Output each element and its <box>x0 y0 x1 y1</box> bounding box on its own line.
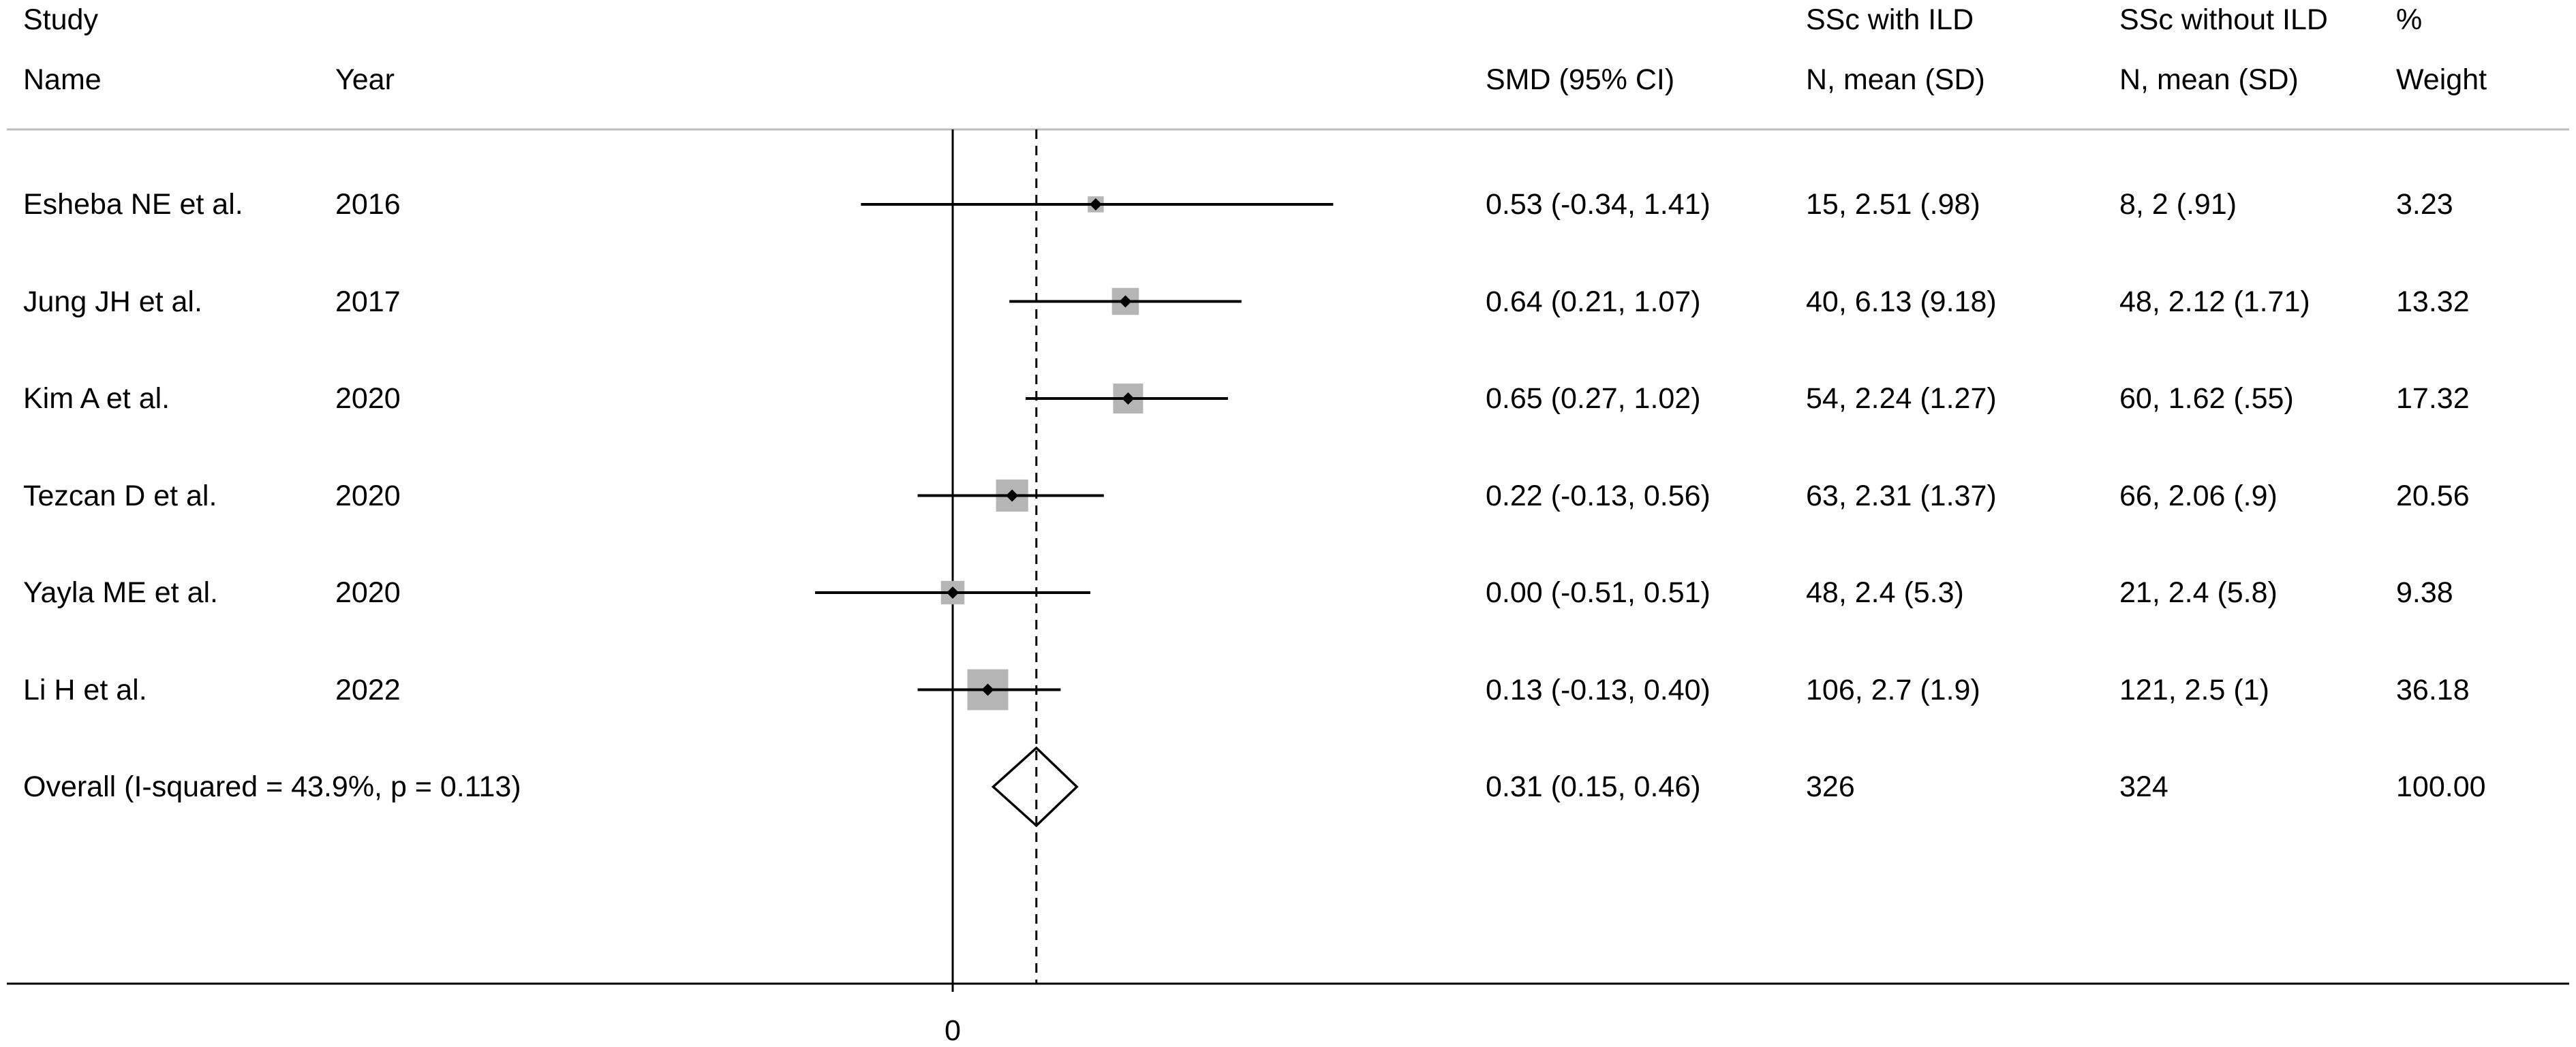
point-estimate <box>1089 198 1102 210</box>
overall-weight: 100.00 <box>2396 770 2486 803</box>
study-group1: 48, 2.4 (5.3) <box>1806 576 1964 609</box>
overall-diamond <box>991 746 1079 828</box>
study-ci: 0.64 (0.21, 1.07) <box>1486 285 1701 318</box>
study-weight: 20.56 <box>2396 479 2470 512</box>
study-ci: 0.13 (-0.13, 0.40) <box>1486 673 1711 706</box>
point-estimate <box>1122 392 1135 405</box>
study-year: 2020 <box>335 576 401 609</box>
point-estimate <box>981 683 994 696</box>
header-smd: SMD (95% CI) <box>1486 63 1675 96</box>
study-year: 2022 <box>335 673 401 706</box>
study-weight: 3.23 <box>2396 188 2453 221</box>
header-weight-percent: % <box>2396 3 2423 36</box>
study-group1: 40, 6.13 (9.18) <box>1806 285 1997 318</box>
header-study: Study <box>23 3 98 36</box>
study-group2: 21, 2.4 (5.8) <box>2119 576 2278 609</box>
header-group1: SSc with ILD <box>1806 3 1974 36</box>
header-year: Year <box>335 63 395 96</box>
study-ci: 0.22 (-0.13, 0.56) <box>1486 479 1711 512</box>
overall-group2: 324 <box>2119 770 2168 803</box>
study-group2: 66, 2.06 (.9) <box>2119 479 2278 512</box>
study-weight: 13.32 <box>2396 285 2470 318</box>
header-name: Name <box>23 63 102 96</box>
study-name: Esheba NE et al. <box>23 188 243 221</box>
point-estimate <box>1119 295 1132 308</box>
study-name: Li H et al. <box>23 673 147 706</box>
study-weight: 9.38 <box>2396 576 2453 609</box>
study-name: Kim A et al. <box>23 382 170 415</box>
study-year: 2020 <box>335 382 401 415</box>
point-estimate <box>947 587 959 599</box>
x-tick-label: 0 <box>945 1014 961 1047</box>
study-year: 2020 <box>335 479 401 512</box>
study-group1: 63, 2.31 (1.37) <box>1806 479 1997 512</box>
study-year: 2016 <box>335 188 401 221</box>
overall-group1: 326 <box>1806 770 1855 803</box>
study-weight: 36.18 <box>2396 673 2470 706</box>
overall-ci: 0.31 (0.15, 0.46) <box>1486 770 1701 803</box>
study-name: Yayla ME et al. <box>23 576 218 609</box>
study-group2: 48, 2.12 (1.71) <box>2119 285 2310 318</box>
study-group2: 60, 1.62 (.55) <box>2119 382 2294 415</box>
study-year: 2017 <box>335 285 401 318</box>
point-estimate <box>1006 489 1019 502</box>
study-name: Tezcan D et al. <box>23 479 217 512</box>
header-group2-sub: N, mean (SD) <box>2119 63 2299 96</box>
study-group2: 121, 2.5 (1) <box>2119 673 2269 706</box>
overall-label: Overall (I-squared = 43.9%, p = 0.113) <box>23 770 521 803</box>
study-ci: 0.00 (-0.51, 0.51) <box>1486 576 1711 609</box>
header-weight: Weight <box>2396 63 2487 96</box>
header-group1-sub: N, mean (SD) <box>1806 63 1985 96</box>
study-group2: 8, 2 (.91) <box>2119 188 2237 221</box>
study-ci: 0.53 (-0.34, 1.41) <box>1486 188 1711 221</box>
study-ci: 0.65 (0.27, 1.02) <box>1486 382 1701 415</box>
header-group2: SSc without ILD <box>2119 3 2328 36</box>
study-group1: 15, 2.51 (.98) <box>1806 188 1980 221</box>
study-name: Jung JH et al. <box>23 285 202 318</box>
study-group1: 54, 2.24 (1.27) <box>1806 382 1997 415</box>
study-group1: 106, 2.7 (1.9) <box>1806 673 1980 706</box>
study-weight: 17.32 <box>2396 382 2470 415</box>
